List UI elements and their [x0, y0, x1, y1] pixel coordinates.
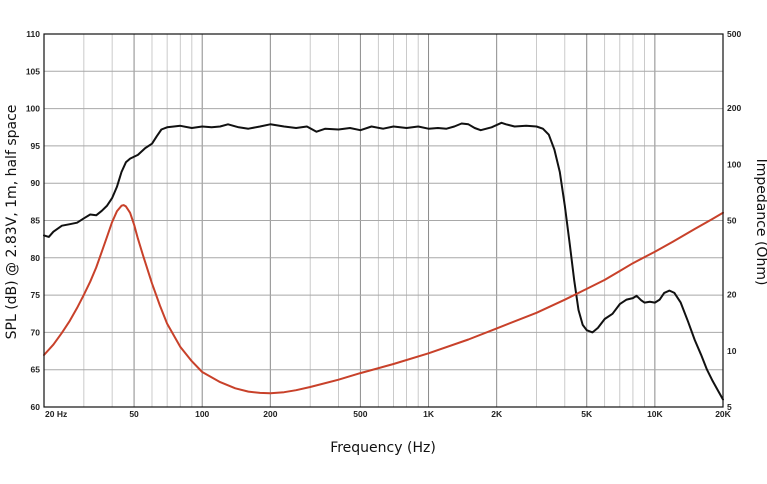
y2-tick-label: 10	[727, 346, 737, 356]
y2-tick-label: 500	[727, 29, 741, 39]
y2-tick-label: 200	[727, 103, 741, 113]
x-axis-title: Frequency (Hz)	[330, 440, 436, 456]
x-tick-label: 5K	[581, 409, 593, 419]
spl-curve	[43, 121, 724, 401]
y-tick-label: 65	[31, 365, 41, 375]
y-tick-label: 70	[31, 327, 41, 337]
x-tick-label: 2K	[491, 409, 503, 419]
y2-axis-title: Impedance (Ohm)	[753, 159, 767, 286]
x-tick-label: 10K	[647, 409, 663, 419]
x-tick-label: 20 Hz	[45, 409, 67, 419]
y-tick-label: 85	[31, 216, 41, 226]
y-tick-label: 80	[31, 253, 41, 263]
y2-tick-label: 5	[727, 402, 732, 412]
x-tick-label: 20K	[715, 409, 731, 419]
x-tick-label: 50	[129, 409, 139, 419]
y-tick-label: 75	[31, 290, 41, 300]
x-tick-label: 1K	[423, 409, 435, 419]
y-tick-label: 90	[31, 178, 41, 188]
y-tick-label: 105	[26, 66, 40, 76]
y2-tick-label: 100	[727, 159, 741, 169]
y-axis-title: SPL (dB) @ 2.83V, 1m, half space	[4, 105, 20, 340]
y2-tick-label: 20	[727, 290, 737, 300]
y-tick-label: 60	[31, 402, 41, 412]
series-layer	[43, 121, 724, 401]
x-tick-label: 100	[195, 409, 209, 419]
grid	[44, 34, 723, 407]
y-tick-label: 95	[31, 141, 41, 151]
y-tick-label: 110	[26, 29, 40, 39]
y-tick-label: 100	[26, 104, 40, 114]
impedance-curve	[43, 204, 724, 395]
tick-labels: 20 Hz 50 100 200 500 1K 2K 5K 10K 20K 60 65 70 75 80 85…	[26, 29, 742, 419]
plot-frame	[43, 33, 724, 408]
x-tick-label: 200	[263, 409, 277, 419]
x-tick-label: 500	[353, 409, 367, 419]
y2-tick-label: 50	[727, 216, 737, 226]
